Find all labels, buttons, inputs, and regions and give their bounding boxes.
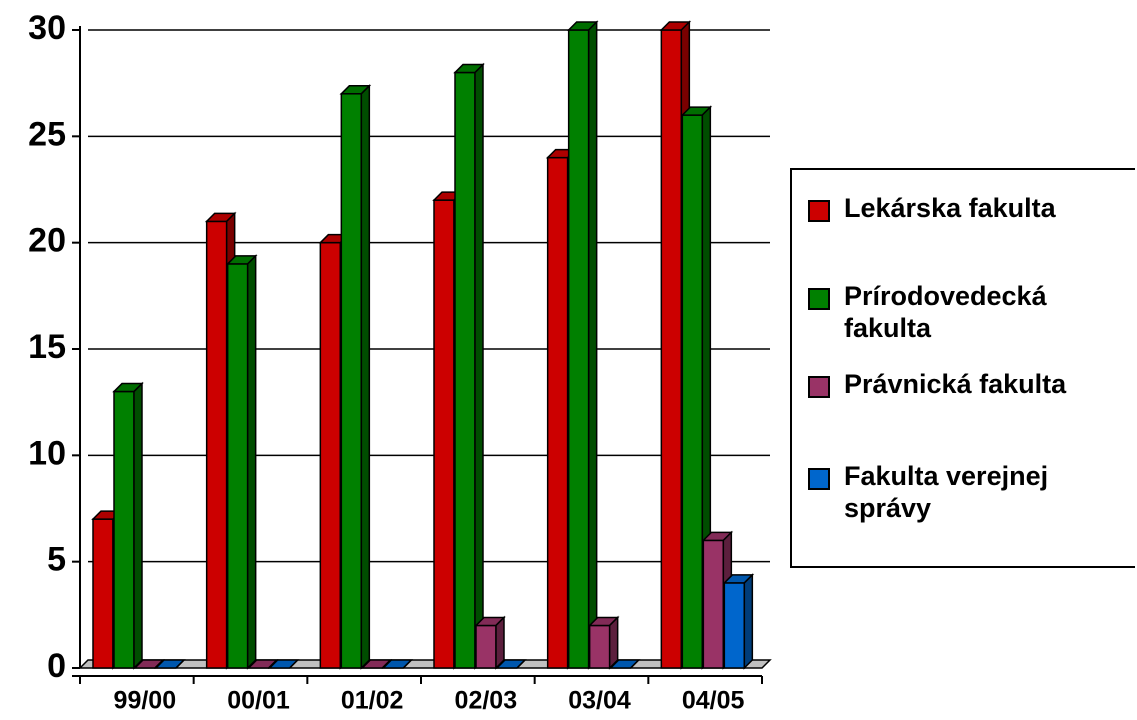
legend-swatch [808, 200, 830, 222]
bar-front [702, 539, 725, 669]
bar-side [630, 659, 640, 669]
bar-side [743, 573, 754, 670]
bar-side [608, 615, 619, 670]
bar-front [660, 29, 683, 669]
bar [608, 659, 641, 669]
legend-item: Lekárska fakulta [806, 192, 1136, 224]
bar-front [226, 263, 249, 669]
bar-side [587, 20, 598, 670]
x-tick-label: 99/00 [114, 687, 177, 715]
legend-label: Prírodovedecká fakulta [844, 281, 1047, 343]
bar [112, 381, 144, 670]
bar [474, 615, 506, 670]
bar-side [402, 659, 412, 669]
x-tick-label: 03/04 [568, 687, 631, 715]
x-tick-label: 04/05 [682, 687, 745, 715]
bar-front [681, 114, 704, 669]
legend-swatch [808, 376, 830, 398]
legend-swatch [808, 468, 830, 490]
bar [267, 659, 300, 669]
bar [566, 20, 599, 670]
bar [587, 615, 620, 670]
bar-front [454, 71, 476, 669]
bar [339, 83, 372, 670]
bar-side [516, 659, 526, 669]
bar-front [546, 156, 569, 669]
x-tick-label: 02/03 [455, 687, 518, 715]
bar-front [723, 582, 746, 669]
legend-label: Lekárska fakulta [844, 193, 1056, 223]
legend-item: Prírodovedecká fakulta [806, 280, 1136, 344]
bar-front [475, 624, 497, 669]
bar [722, 573, 755, 670]
y-tick-label: 10 [28, 434, 66, 472]
bar-front [588, 624, 611, 669]
bar-side [175, 659, 185, 669]
bar [495, 659, 527, 669]
bar-side [495, 615, 505, 670]
bar-front [319, 241, 342, 669]
bar [154, 659, 186, 669]
y-tick-label: 15 [28, 328, 66, 366]
bar-side [133, 381, 143, 670]
legend-label: Právnická fakulta [844, 369, 1067, 399]
bar-side [360, 83, 371, 670]
bar-front [433, 199, 455, 669]
y-tick-label: 25 [28, 115, 66, 153]
y-tick-label: 30 [28, 9, 66, 47]
y-tick-label: 5 [47, 541, 66, 579]
legend-item: Fakulta verejnej správy [806, 460, 1136, 524]
x-tick-label: 00/01 [227, 687, 290, 715]
bar-front [92, 518, 114, 669]
bar-front [340, 93, 363, 669]
bar-front [113, 390, 135, 669]
y-tick-label: 0 [47, 647, 66, 685]
x-tick-label: 01/02 [341, 687, 404, 715]
bar [225, 254, 258, 670]
y-tick-label: 20 [28, 222, 66, 260]
legend-label: Fakulta verejnej správy [844, 461, 1049, 523]
bar-side [474, 62, 484, 670]
legend-item: Právnická fakulta [806, 368, 1136, 400]
bar [453, 62, 485, 670]
bar-side [289, 659, 299, 669]
legend-swatch [808, 288, 830, 310]
bar-side [246, 254, 257, 670]
legend: Lekárska fakulta Prírodovedecká fakulta Pr… [790, 168, 1135, 568]
bar-front [205, 220, 228, 669]
bar-front [567, 29, 590, 669]
bar [381, 659, 414, 669]
bar [680, 105, 713, 670]
